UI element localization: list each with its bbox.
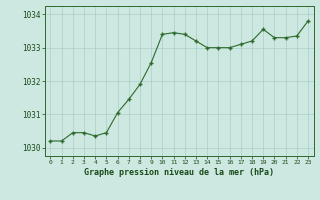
- X-axis label: Graphe pression niveau de la mer (hPa): Graphe pression niveau de la mer (hPa): [84, 168, 274, 177]
